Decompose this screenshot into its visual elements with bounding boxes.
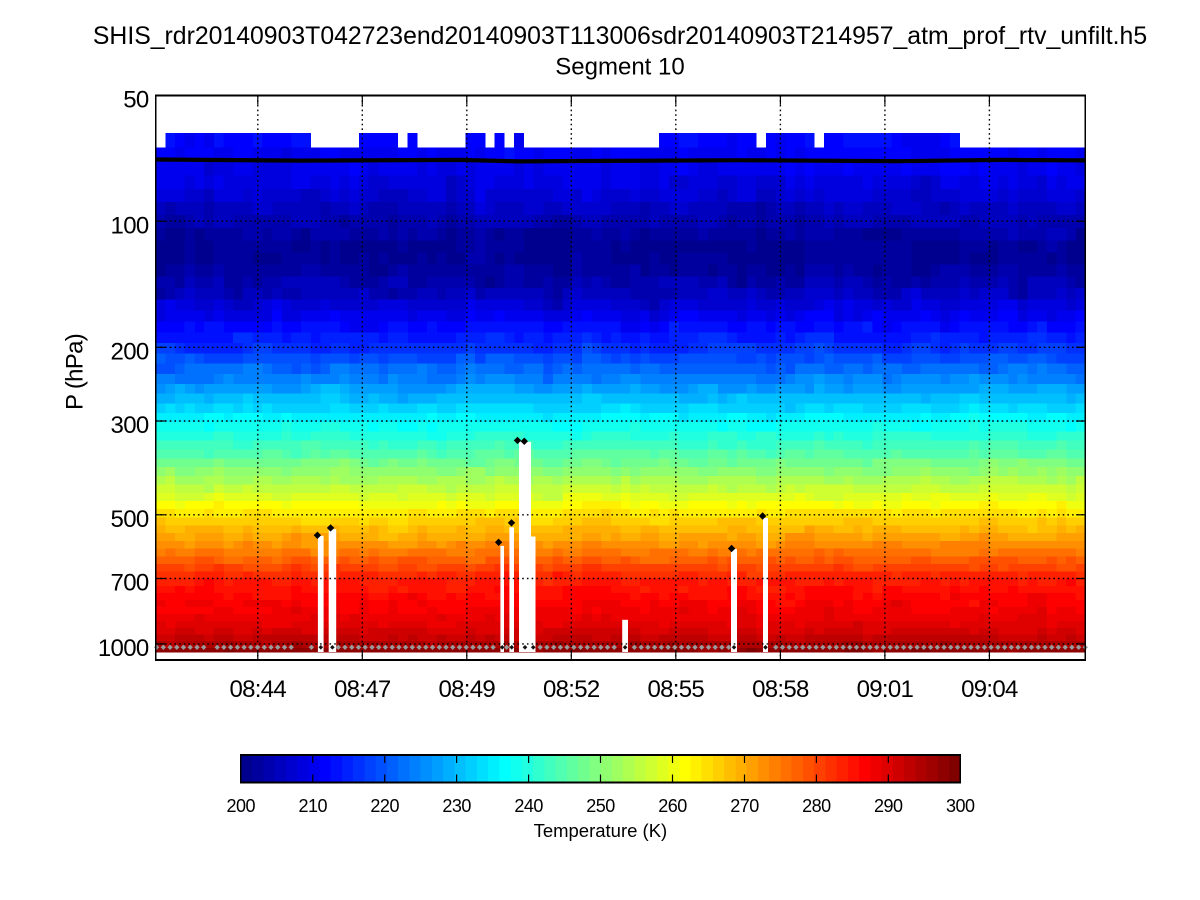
svg-text:200: 200	[227, 796, 256, 816]
svg-text:Segment 10: Segment 10	[555, 54, 684, 81]
svg-text:08:52: 08:52	[543, 676, 600, 703]
svg-text:210: 210	[299, 796, 328, 816]
svg-text:230: 230	[442, 796, 471, 816]
svg-text:09:04: 09:04	[961, 676, 1018, 703]
svg-text:700: 700	[111, 570, 149, 597]
svg-text:290: 290	[874, 796, 903, 816]
svg-text:09:01: 09:01	[857, 676, 914, 703]
svg-text:08:49: 08:49	[439, 676, 496, 703]
svg-text:SHIS_rdr20140903T042723end2014: SHIS_rdr20140903T042723end20140903T11300…	[93, 23, 1147, 50]
svg-text:200: 200	[111, 339, 149, 366]
svg-text:50: 50	[123, 87, 149, 114]
svg-text:260: 260	[658, 796, 687, 816]
svg-text:500: 500	[111, 506, 149, 533]
svg-text:1000: 1000	[98, 635, 149, 662]
svg-text:08:55: 08:55	[648, 676, 705, 703]
svg-text:08:44: 08:44	[230, 676, 287, 703]
svg-text:270: 270	[730, 796, 759, 816]
svg-text:08:47: 08:47	[334, 676, 391, 703]
svg-text:240: 240	[514, 796, 543, 816]
svg-text:P (hPa): P (hPa)	[62, 334, 89, 410]
svg-text:08:58: 08:58	[752, 676, 809, 703]
svg-text:280: 280	[802, 796, 831, 816]
svg-text:300: 300	[946, 796, 975, 816]
svg-text:300: 300	[111, 412, 149, 439]
svg-text:220: 220	[370, 796, 399, 816]
svg-text:Temperature (K): Temperature (K)	[534, 820, 668, 841]
svg-text:100: 100	[111, 212, 149, 239]
svg-text:250: 250	[586, 796, 615, 816]
